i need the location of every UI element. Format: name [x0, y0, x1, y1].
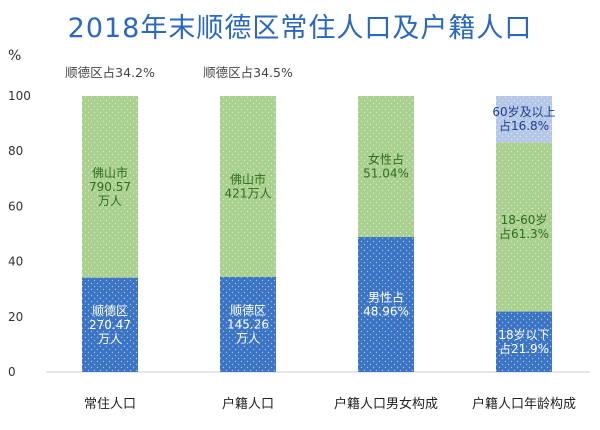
x-category-label: 户籍人口男女构成 — [334, 396, 438, 412]
x-category-label: 户籍人口年龄构成 — [472, 396, 576, 412]
bar-segment-label: 万人 — [98, 332, 122, 346]
x-category-label: 户籍人口 — [222, 396, 274, 412]
bar-segment-label: 占21.9% — [499, 341, 549, 356]
bar-segment-texture — [358, 236, 414, 372]
y-tick-label: 100 — [8, 89, 31, 103]
bar-segment-texture — [82, 277, 138, 372]
bar-segment-label: 18-60岁 — [501, 212, 548, 227]
bar-top-note: 顺德区占34.2% — [65, 65, 155, 80]
bar-segment-label: 60岁及以上 — [492, 104, 555, 119]
bar-segment-label: 佛山市 — [92, 165, 128, 180]
bar-segment-label: 18岁以下 — [498, 327, 549, 342]
x-category-label: 常住人口 — [84, 397, 136, 412]
bar-segment-texture — [496, 311, 552, 372]
y-tick-label: 60 — [8, 199, 23, 213]
chart-title: 2018年末顺德区常住人口及户籍人口 — [67, 13, 533, 44]
bar-segment-texture — [358, 96, 414, 237]
bar-segment-label: 270.47 — [89, 318, 131, 332]
bar-segment-label: 顺德区 — [92, 303, 128, 318]
bar-segment-label: 万人 — [98, 194, 122, 208]
bar-segment-label: 佛山市 — [230, 171, 266, 186]
bar-segment-label: 占61.3% — [499, 226, 549, 241]
bar-segment-label: 女性占 — [368, 151, 404, 166]
bar-segment-label: 万人 — [236, 331, 260, 345]
y-axis-unit-label: % — [8, 48, 21, 64]
bar-segment-label: 421万人 — [225, 186, 272, 200]
y-tick-label: 20 — [8, 310, 23, 324]
bar-segment-label: 790.57 — [89, 180, 131, 194]
bar-segment-label: 占16.8% — [499, 118, 549, 133]
bar-segment-texture — [220, 96, 276, 277]
y-tick-label: 40 — [8, 255, 23, 269]
bar-segment-label: 顺德区 — [230, 302, 266, 317]
bar-segment-texture — [220, 276, 276, 372]
bar-top-note: 顺德区占34.5% — [203, 65, 293, 80]
bar-segment-texture — [496, 96, 552, 143]
y-tick-label: 80 — [8, 144, 23, 158]
bar-segment-label: 48.96% — [363, 304, 409, 318]
bar-segment-label: 145.26 — [227, 317, 269, 331]
bar-segment-texture — [496, 142, 552, 312]
bar-segment-texture — [82, 96, 138, 278]
bar-segment-label: 男性占 — [368, 289, 404, 304]
y-tick-label: 0 — [8, 365, 16, 379]
bar-segment-label: 51.04% — [363, 166, 409, 180]
